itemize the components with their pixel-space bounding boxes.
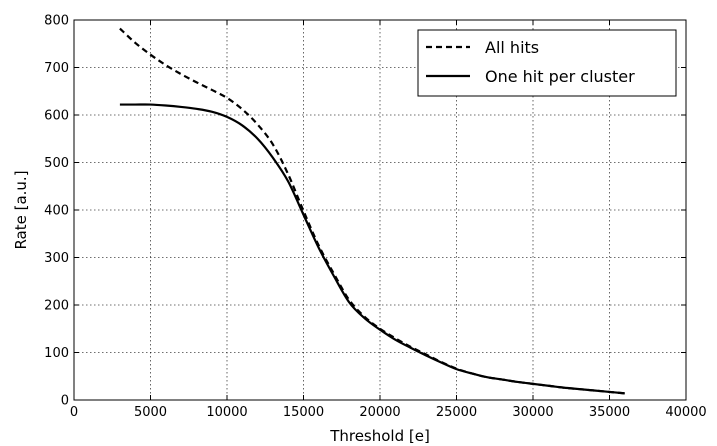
x-tick-label: 40000 [665,405,706,420]
y-tick-label: 100 [44,346,69,361]
x-tick-label: 5000 [134,405,167,420]
ticks: 0 5000 10000 15000 20000 25000 30000 35000 40000… [44,14,707,421]
x-tick-label: 30000 [512,405,553,420]
y-tick-label: 500 [44,156,69,171]
y-tick-label: 400 [44,204,69,219]
legend-label-all-hits: All hits [485,38,539,57]
y-tick-label: 200 [44,299,69,314]
y-axis-title: Rate [a.u.] [12,170,30,249]
x-tick-label: 10000 [206,405,247,420]
y-tick-label: 300 [44,251,69,266]
y-tick-label: 800 [44,14,69,29]
x-tick-label: 20000 [359,405,400,420]
series-line-one-hit-per-cluster [119,103,625,395]
legend: All hits One hit per cluster [417,29,677,97]
series-layer [119,27,625,395]
x-axis-title: Threshold [e] [329,427,430,445]
x-tick-label: 15000 [283,405,324,420]
y-tick-label: 0 [61,394,69,409]
legend-label-one-hit-per-cluster: One hit per cluster [485,67,635,86]
x-tick-label: 25000 [436,405,477,420]
y-tick-label: 700 [44,61,69,76]
x-tick-label: 0 [70,405,78,420]
y-tick-label: 600 [44,109,69,124]
legend-box [417,29,677,97]
grid [74,20,686,400]
x-tick-label: 35000 [589,405,630,420]
